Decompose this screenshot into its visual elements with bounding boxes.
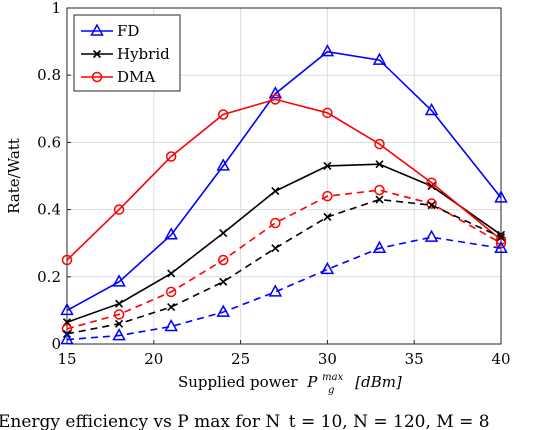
- legend-entry: FD: [81, 22, 139, 40]
- data-point-marker: [113, 309, 125, 320]
- x-axis-title-sub: g: [328, 385, 334, 396]
- data-point-marker: [219, 229, 228, 238]
- series-line: [66, 198, 502, 335]
- y-tick-label: 0: [51, 335, 61, 353]
- legend: FD Hybrid DMA: [73, 14, 181, 92]
- data-point-marker: [219, 277, 228, 286]
- chart: 15 20 25 30 35 40 0 0.2 0.4 0.6 0.8 1 Rate/Watt Sup…: [5, 0, 511, 397]
- data-point-marker: [372, 240, 387, 253]
- data-point-marker: [217, 254, 229, 266]
- series-line: [66, 163, 502, 323]
- x-axis-title-text: Supplied power: [178, 373, 298, 391]
- data-point-marker: [167, 269, 176, 278]
- data-point-marker: [496, 233, 506, 242]
- series-line: [66, 50, 502, 312]
- data-point-marker: [60, 332, 74, 345]
- y-tick-label: 0.8: [37, 66, 61, 84]
- y-tick-label: 0.4: [37, 201, 61, 219]
- data-point-marker: [427, 201, 436, 210]
- data-point-marker: [323, 212, 332, 222]
- data-point-marker: [270, 217, 281, 229]
- y-tick-label: 0.6: [37, 133, 61, 151]
- x-tick-label: 30: [318, 350, 337, 368]
- plot-area: [66, 7, 502, 345]
- legend-entry: DMA: [81, 68, 155, 86]
- x-tick-label: 35: [405, 350, 424, 368]
- data-point-marker: [320, 44, 335, 57]
- data-point-marker: [112, 328, 126, 341]
- data-point-marker: [113, 204, 125, 215]
- data-point-marker: [115, 299, 124, 308]
- series-line: [66, 189, 502, 330]
- legend-label: Hybrid: [117, 45, 170, 63]
- data-point-marker: [320, 261, 335, 275]
- data-point-marker: [165, 151, 177, 162]
- x-axis-title-unit: [dBm]: [355, 373, 402, 391]
- data-point-marker: [374, 138, 385, 150]
- data-point-marker: [216, 158, 231, 171]
- data-point-marker: [268, 284, 283, 297]
- data-point-marker: [424, 229, 439, 242]
- figure-caption: Energy efficiency vs P max for N_t = 10,…: [0, 410, 542, 430]
- series-layer: [60, 44, 508, 345]
- data-point-marker: [164, 318, 178, 332]
- data-point-marker: [217, 109, 229, 120]
- data-point-marker: [165, 286, 177, 298]
- series-2-solid: [62, 160, 506, 327]
- data-point-marker: [322, 190, 333, 202]
- y-axis-title: Rate/Watt: [5, 138, 23, 214]
- data-point-marker: [270, 94, 281, 105]
- data-point-marker: [61, 254, 73, 266]
- x-tick-label: 20: [144, 350, 163, 368]
- axes: 15 20 25 30 35 40 0 0.2 0.4 0.6 0.8 1: [37, 0, 510, 368]
- data-point-marker: [374, 184, 385, 196]
- data-point-marker: [494, 240, 508, 253]
- series-1-solid: [60, 44, 508, 316]
- data-point-marker: [60, 302, 74, 316]
- data-point-marker: [271, 187, 280, 196]
- data-point-marker: [372, 52, 387, 65]
- x-tick-label: 40: [491, 350, 510, 368]
- data-point-marker: [271, 244, 280, 253]
- data-point-marker: [323, 161, 332, 170]
- data-point-marker: [216, 304, 231, 317]
- data-point-marker: [426, 198, 437, 209]
- data-point-marker: [375, 160, 384, 169]
- x-axis-title-symbol: P: [306, 373, 318, 391]
- legend-label: DMA: [117, 68, 155, 86]
- x-axis-title: Supplied power P max g [dBm]: [178, 366, 402, 397]
- data-point-marker: [322, 107, 333, 119]
- legend-marker: [92, 49, 102, 59]
- y-tick-label: 1: [51, 0, 61, 17]
- legend-box: [73, 14, 181, 92]
- data-point-marker: [268, 86, 283, 99]
- data-point-marker: [164, 227, 178, 240]
- data-point-marker: [167, 302, 176, 312]
- data-point-marker: [426, 177, 437, 188]
- x-tick-label: 15: [57, 350, 76, 368]
- series-line: [66, 236, 502, 341]
- data-point-marker: [495, 237, 507, 249]
- series-4-dashed: [61, 184, 507, 335]
- legend-marker: [91, 71, 103, 83]
- data-point-marker: [375, 195, 384, 204]
- series-6-dashed: [60, 229, 508, 345]
- data-point-marker: [424, 102, 439, 116]
- legend-label: FD: [117, 22, 139, 40]
- x-axis-title-sup: max: [322, 372, 343, 383]
- figure-caption-text: Energy efficiency vs P max for N_t = 10,…: [0, 412, 490, 430]
- x-tick-label: 25: [231, 350, 250, 368]
- data-point-marker: [112, 274, 126, 287]
- series-5-dashed: [62, 195, 506, 338]
- legend-entry: Hybrid: [81, 45, 170, 63]
- data-point-marker: [494, 190, 508, 203]
- series-line: [66, 98, 502, 261]
- y-tick-label: 0.2: [37, 268, 61, 286]
- data-point-marker: [115, 319, 124, 328]
- legend-marker: [90, 23, 104, 36]
